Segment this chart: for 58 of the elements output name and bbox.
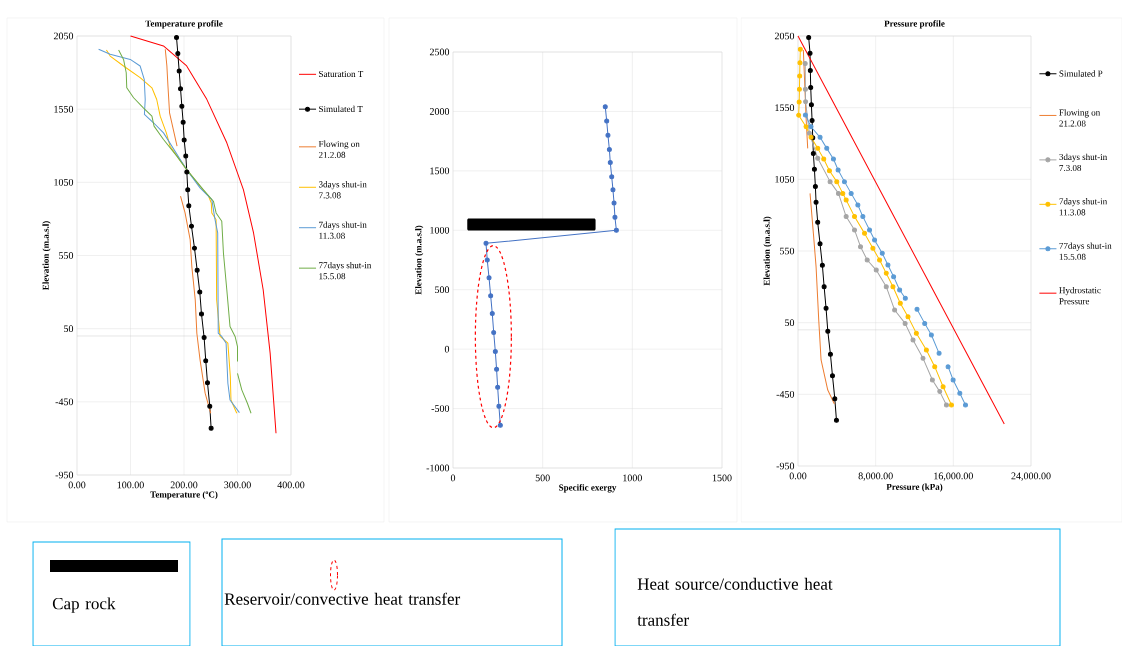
y-tick-label: -950 [776, 462, 795, 470]
x-tick-label: 24,000.00 [1011, 472, 1051, 481]
y-tick-label: 0 [444, 345, 450, 353]
x-tick-label: 0.00 [68, 481, 86, 489]
legend-label: 3days shut-in 7.3.08 [318, 181, 367, 199]
x-tick-label: 500 [535, 474, 550, 482]
x-axis-title: Pressure (kPa) [886, 483, 943, 492]
y-tick-label: 2500 [429, 48, 450, 56]
legend-label: 3days shut-in 7.3.08 [1059, 153, 1108, 172]
y-tick-label: 50 [785, 319, 795, 327]
legend-label: 77days shut-in 15.5.08 [319, 261, 372, 280]
x-tick-label: 100.00 [117, 481, 144, 489]
y-axis-title: Elevation (m.a.s.l) [415, 225, 424, 295]
legend-label: Flowing on 21.2.08 [318, 140, 360, 158]
legend-label: Flowing on 21.2.08 [1059, 109, 1101, 127]
x-tick-label: 1000 [623, 474, 642, 482]
x-tick-label: 8,000.00 [858, 472, 893, 481]
y-tick-label: -450 [55, 398, 74, 406]
legend-label: Simulated T [319, 105, 363, 113]
x-tick-label: 16,000.00 [934, 472, 973, 481]
y-tick-label: 2050 [53, 32, 74, 40]
y-axis-title: Elevation (m.a.s.l) [763, 216, 772, 286]
chart-title: Pressure profile [884, 20, 945, 29]
x-tick-label: 300.00 [224, 481, 251, 489]
y-tick-label: 50 [64, 325, 74, 333]
y-tick-label: -1000 [426, 464, 450, 472]
y-tick-label: 2000 [429, 108, 450, 115]
y-tick-label: -450 [776, 390, 795, 398]
y-tick-label: 1050 [54, 178, 74, 186]
y-tick-label: 550 [780, 247, 795, 255]
y-tick-label: 1550 [54, 105, 74, 113]
x-tick-label: 0.00 [789, 472, 807, 480]
text: Cap rock [52, 597, 116, 613]
y-tick-label: 1500 [430, 167, 450, 175]
y-tick-label: 550 [59, 252, 74, 259]
text: Reservoir/convective heat transfer [224, 592, 461, 605]
x-axis-title: Specific exergy [559, 484, 617, 493]
legend-label: 7days shut-in 11.3.08 [319, 221, 367, 239]
y-axis-title: Elevation (m.a.s.l) [42, 221, 51, 291]
legend-label: 7days shut-in 11.3.08 [1059, 198, 1108, 216]
chart-title: Temperature profile [145, 20, 223, 29]
x-tick-label: 400.00 [277, 481, 305, 489]
x-tick-label: 1500 [712, 474, 732, 482]
y-tick-label: -500 [431, 405, 450, 412]
text: Heat source/conductive heat transfer [637, 577, 833, 626]
legend-label: 77days shut-in 15.5.08 [1059, 242, 1112, 260]
x-tick-label: 0 [450, 474, 456, 482]
legend-label: Simulated P [1059, 70, 1103, 77]
y-tick-label: 2050 [774, 32, 795, 40]
y-tick-label: 1550 [775, 104, 795, 112]
legend-label: Saturation T [319, 70, 364, 77]
y-tick-label: 500 [435, 286, 450, 294]
y-tick-label: 1000 [430, 226, 450, 234]
x-tick-label: 200.00 [170, 481, 198, 489]
y-tick-label: 1050 [775, 175, 795, 183]
x-axis-title: Temperature (ºC) [150, 491, 218, 500]
y-tick-label: -950 [55, 471, 74, 479]
legend-label: Hydrostatic Pressure [1059, 286, 1101, 305]
